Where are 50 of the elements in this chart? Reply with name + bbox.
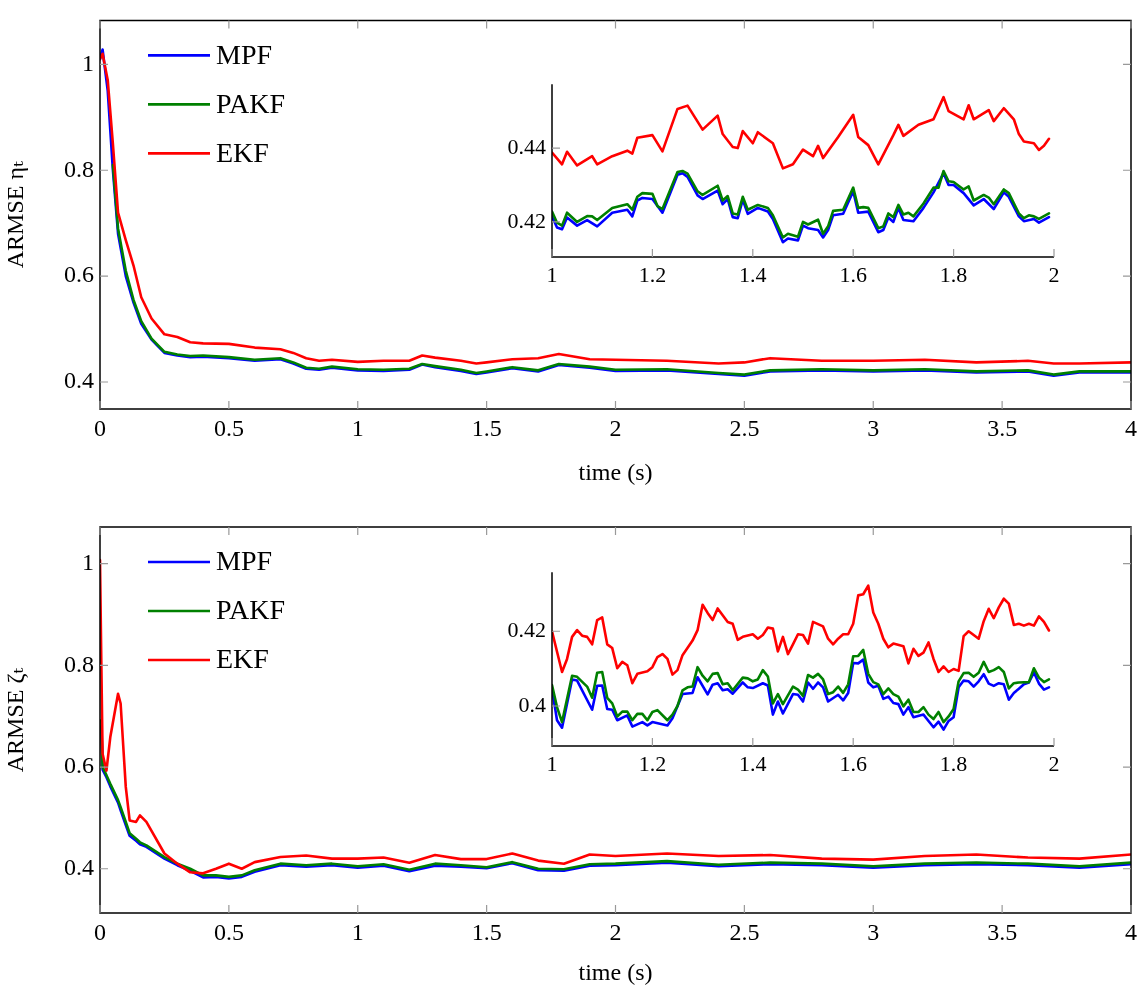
- x-tick-label: 3: [867, 414, 880, 441]
- x-tick-label: 1.6: [839, 261, 867, 287]
- y-axis-title: ARMSE ζₜ: [1, 667, 28, 773]
- x-tick-label: 1.4: [739, 261, 767, 287]
- x-tick-label: 3.5: [987, 414, 1018, 441]
- x-tick-label: 1.2: [638, 750, 667, 776]
- legend-label: PAKF: [216, 594, 286, 626]
- x-tick-label: 1.5: [471, 918, 502, 945]
- y-tick-label: 0.8: [64, 650, 94, 677]
- x-tick-label: 1.6: [839, 750, 867, 776]
- x-tick-label: 1.5: [471, 414, 502, 441]
- x-tick-label: 4: [1125, 414, 1137, 441]
- x-axis-title: time (s): [578, 958, 653, 985]
- legend-label: EKF: [216, 136, 269, 168]
- x-tick-label: 1: [351, 414, 364, 441]
- y-tick-label: 0.4: [518, 691, 546, 717]
- x-tick-label: 0: [94, 414, 106, 441]
- x-tick-label: 2: [609, 918, 622, 945]
- y-tick-label: 0.44: [507, 133, 546, 159]
- x-tick-label: 0: [94, 918, 106, 945]
- y-tick-label: 0.6: [64, 752, 94, 779]
- y-tick-label: 0.42: [507, 207, 546, 233]
- x-tick-label: 0.5: [213, 414, 244, 441]
- y-tick-label: 0.8: [64, 155, 94, 182]
- legend-label: PAKF: [216, 87, 286, 119]
- y-tick-label: 0.4: [64, 367, 94, 394]
- legend-label: EKF: [216, 643, 269, 675]
- x-tick-label: 1.8: [939, 261, 968, 287]
- y-tick-label: 0.4: [64, 854, 94, 881]
- y-axis-title: ARMSE ηₜ: [1, 161, 28, 269]
- x-tick-label: 3: [867, 918, 880, 945]
- x-tick-label: 2.5: [729, 414, 760, 441]
- legend-label: MPF: [216, 545, 273, 577]
- y-tick-label: 1: [82, 548, 94, 575]
- x-axis-title: time (s): [578, 458, 653, 485]
- x-tick-label: 4: [1125, 918, 1137, 945]
- y-tick-label: 0.42: [507, 617, 546, 643]
- x-tick-label: 3.5: [987, 918, 1018, 945]
- x-tick-label: 1.8: [939, 750, 968, 776]
- x-tick-label: 2.5: [729, 918, 760, 945]
- x-tick-label: 1.4: [739, 750, 767, 776]
- x-tick-label: 0.5: [213, 918, 244, 945]
- x-tick-label: 2: [1048, 261, 1060, 287]
- x-tick-label: 1.2: [638, 261, 667, 287]
- x-tick-label: 2: [609, 414, 622, 441]
- legend-label: MPF: [216, 38, 273, 70]
- y-tick-label: 1: [82, 49, 94, 76]
- x-tick-label: 2: [1048, 750, 1060, 776]
- x-tick-label: 1: [351, 918, 364, 945]
- y-tick-label: 0.6: [64, 261, 94, 288]
